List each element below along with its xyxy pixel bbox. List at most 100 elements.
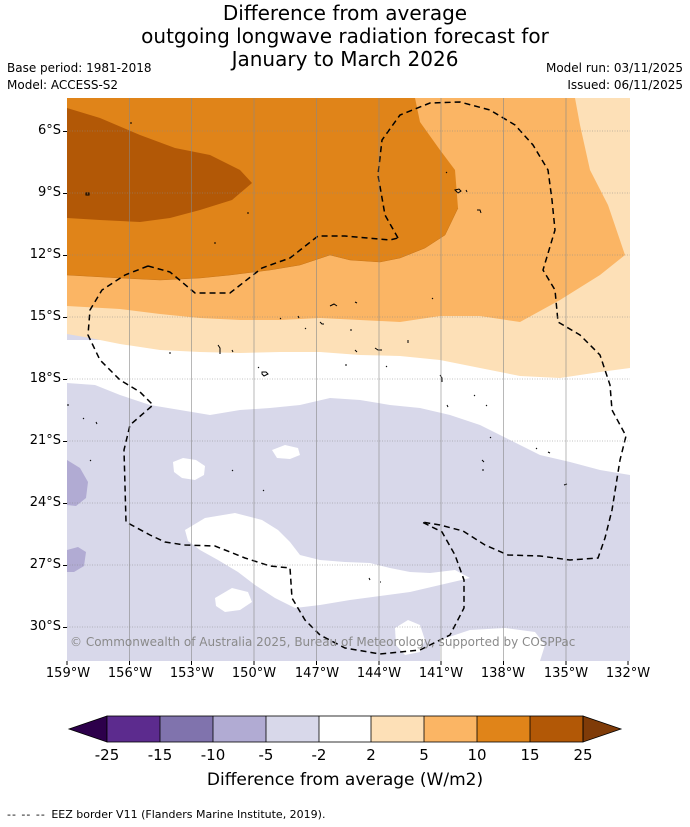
lon-label: 153°W xyxy=(169,666,215,681)
island xyxy=(454,188,462,194)
island xyxy=(374,347,382,351)
colorbar-title: Difference from average (W/m2) xyxy=(206,770,484,790)
field-dark-orange xyxy=(67,108,252,222)
chart-title: Difference from average outgoing longwav… xyxy=(0,2,690,71)
island xyxy=(304,327,307,330)
model-run: Model run: 03/11/2025 xyxy=(545,61,683,75)
field-white-patch-6 xyxy=(440,628,545,661)
x-axis-ticks xyxy=(66,661,629,665)
eez-legend-symbol: -- -- -- xyxy=(7,808,46,821)
lat-label: 9°S xyxy=(0,186,67,200)
meta-left: Base period: 1981-2018 Model: ACCESS-S2 xyxy=(7,60,152,94)
field-medium-lavender-2 xyxy=(67,547,86,572)
island xyxy=(477,209,482,214)
colorbar-outline xyxy=(106,715,584,743)
island xyxy=(489,436,492,439)
island xyxy=(279,317,282,320)
colorbar-segment xyxy=(160,716,213,742)
title-line-3: January to March 2026 xyxy=(231,47,459,71)
colorbar-tick-label: 2 xyxy=(366,746,376,764)
field-white-patch-2 xyxy=(272,445,300,459)
title-line-2: outgoing longwave radiation forecast for xyxy=(141,24,549,48)
colorbar-tick-label: -25 xyxy=(94,746,120,764)
field-orange xyxy=(67,98,458,280)
island xyxy=(329,303,338,307)
footer-legend: -- -- -- EEZ border V11 (Flanders Marine… xyxy=(7,808,325,821)
lat-label: 18°S xyxy=(0,372,67,386)
island xyxy=(485,404,488,407)
lat-label: 30°S xyxy=(0,620,67,634)
island xyxy=(439,374,443,382)
colorbar-extend-high xyxy=(582,715,623,743)
meta-right: Model run: 03/11/2025 Issued: 06/11/2025 xyxy=(546,60,683,94)
issued-date: Issued: 06/11/2025 xyxy=(567,78,683,92)
colorbar-segment xyxy=(371,716,424,742)
lon-label: 156°W xyxy=(107,666,153,681)
colorbar-segment xyxy=(213,716,266,742)
colorbar-extend-low xyxy=(67,715,108,743)
colorbar-dividers xyxy=(106,715,584,743)
lat-label: 6°S xyxy=(0,124,67,138)
eez-borders xyxy=(87,101,627,655)
colorbar-tick-label: 25 xyxy=(573,746,593,764)
island xyxy=(446,404,449,408)
lon-label: 135°W xyxy=(543,666,589,681)
island xyxy=(95,421,98,425)
field-white-patch-1 xyxy=(173,458,205,480)
colorbar-tick-label: 10 xyxy=(467,746,487,764)
island xyxy=(368,577,371,581)
island xyxy=(262,489,265,492)
lat-label: 21°S xyxy=(0,434,67,448)
lon-label: 141°W xyxy=(418,666,464,681)
island xyxy=(473,394,476,397)
island xyxy=(217,344,221,354)
island xyxy=(257,366,260,369)
island xyxy=(547,451,551,454)
colorbar-tick-label: -10 xyxy=(200,746,226,764)
colorbar-segment xyxy=(424,716,477,742)
eez-border-cook-islands xyxy=(87,265,465,655)
island xyxy=(231,469,234,472)
colorbar-tick-label: 15 xyxy=(520,746,540,764)
colorbar-segment xyxy=(530,716,583,742)
eez-legend-text: EEZ border V11 (Flanders Marine Institut… xyxy=(51,808,326,821)
island xyxy=(354,349,358,353)
island xyxy=(354,301,358,304)
eez-border-french-polynesia-north xyxy=(377,101,627,561)
field-white-patch-3 xyxy=(185,513,470,608)
island-markers xyxy=(67,122,568,583)
lat-label: 27°S xyxy=(0,558,67,572)
map-copyright: © Commonwealth of Australia 2025, Bureau… xyxy=(70,635,575,649)
island xyxy=(82,417,85,420)
model-name: Model: ACCESS-S2 xyxy=(7,78,119,92)
island xyxy=(297,315,300,319)
lon-label: 159°W xyxy=(45,666,91,681)
island xyxy=(535,447,538,450)
field-white-patch-5 xyxy=(395,620,425,655)
colorbar-tick-label: -2 xyxy=(311,746,327,764)
title-line-1: Difference from average xyxy=(222,1,468,25)
map-gridlines xyxy=(129,98,567,661)
lon-label: 132°W xyxy=(605,666,651,681)
colorbar-segment xyxy=(319,716,371,742)
field-white-patch-4 xyxy=(215,588,252,612)
field-medium-lavender-1 xyxy=(67,460,88,506)
colorbar-segment xyxy=(266,716,319,742)
island xyxy=(431,297,434,300)
lon-label: 144°W xyxy=(356,666,402,681)
lat-label: 12°S xyxy=(0,248,67,262)
island xyxy=(465,189,468,193)
island xyxy=(319,321,324,325)
contour-line-upper xyxy=(67,207,459,281)
lat-label: 15°S xyxy=(0,310,67,324)
colorbar xyxy=(67,715,623,743)
island xyxy=(481,459,485,463)
map-fields xyxy=(67,98,630,661)
island xyxy=(261,371,269,377)
island xyxy=(563,483,568,486)
lon-label: 150°W xyxy=(231,666,277,681)
island xyxy=(89,459,92,462)
base-period: Base period: 1981-2018 xyxy=(7,61,152,75)
colorbar-tick-label: 5 xyxy=(419,746,429,764)
